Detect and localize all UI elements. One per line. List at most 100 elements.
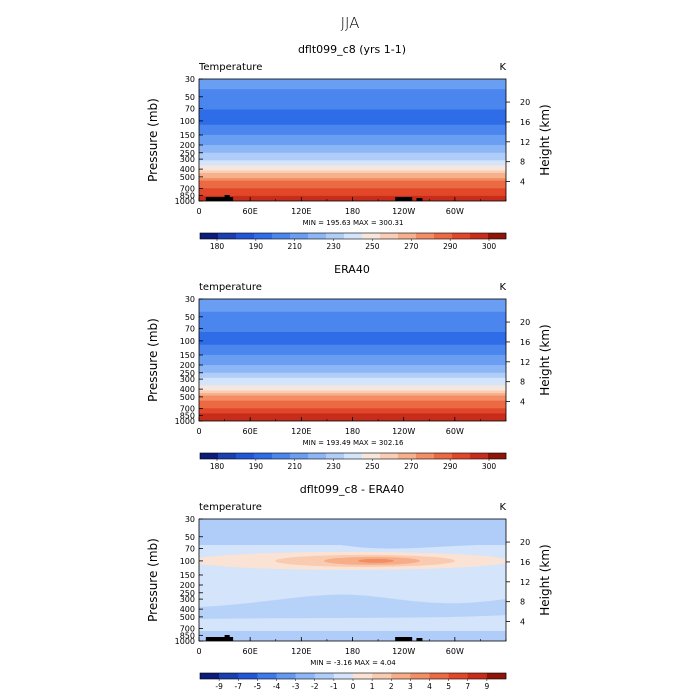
- colorbar-label: 190: [249, 462, 264, 471]
- field-band: [199, 124, 506, 128]
- height-tick-label: 20: [520, 98, 530, 107]
- height-tick-label: 16: [520, 558, 530, 567]
- colorbar-cell: [290, 233, 309, 239]
- height-tick-label: 16: [520, 338, 530, 347]
- field-band: [199, 306, 506, 310]
- y-tick-label: 100: [180, 117, 195, 126]
- colorbar-cell: [434, 453, 453, 459]
- height-tick-label: 8: [520, 158, 525, 167]
- field-band: [199, 101, 506, 106]
- y-tick-label: 50: [185, 313, 195, 322]
- x-tick-label: 120E: [291, 647, 311, 656]
- colorbar-label: -9: [215, 682, 223, 691]
- field-band: [199, 109, 506, 113]
- terrain-block: [205, 197, 234, 201]
- colorbar-cell: [276, 673, 296, 679]
- y-tick-label: 250: [180, 149, 195, 158]
- colorbar-cell: [416, 233, 435, 239]
- field-band: [199, 354, 506, 359]
- panel-units: K: [499, 502, 506, 513]
- y-tick-label: 150: [180, 571, 195, 580]
- colorbar-cell: [470, 453, 489, 459]
- panel-variable-label: Temperature: [198, 62, 262, 73]
- colorbar-cell: [372, 673, 392, 679]
- field-band: [199, 339, 506, 343]
- height-tick-label: 12: [520, 138, 530, 147]
- x-tick-label: 60W: [446, 647, 464, 656]
- x-tick-label: 60E: [243, 207, 258, 216]
- colorbar-cell: [290, 453, 309, 459]
- colorbar-cell: [362, 453, 381, 459]
- x-tick-label: 60E: [243, 427, 258, 436]
- plot-field: [199, 79, 506, 201]
- field-band: [199, 370, 506, 374]
- y-tick-label: 700: [180, 185, 195, 194]
- field-band: [199, 193, 506, 197]
- x-tick-label: 120W: [392, 647, 415, 656]
- field-region: [199, 594, 506, 619]
- field-band: [199, 395, 506, 399]
- y-tick-label: 500: [180, 613, 195, 622]
- y-tick-label: 70: [185, 324, 195, 333]
- colorbar-frame: [199, 452, 507, 460]
- field-band: [199, 117, 506, 121]
- colorbar-cell: [272, 453, 291, 459]
- field-band: [199, 403, 506, 407]
- colorbar-cell: [238, 673, 258, 679]
- colorbar-cell: [218, 233, 237, 239]
- y-tick-label: 700: [180, 625, 195, 634]
- y-tick-label: 1000: [175, 417, 195, 426]
- height-tick-label: 8: [520, 598, 525, 607]
- field-band: [199, 304, 506, 308]
- field-band: [199, 375, 506, 379]
- y-tick-label: 850: [180, 631, 195, 640]
- field-band: [199, 81, 506, 85]
- colorbar-cell: [398, 233, 417, 239]
- terrain-block: [224, 635, 230, 641]
- x-tick-label: 180: [345, 207, 360, 216]
- height-tick-label: 4: [520, 178, 525, 187]
- panel-1: dflt099_c8 (yrs 1-1) Temperature K 30 50 70 10…: [146, 43, 552, 251]
- field-band: [199, 142, 506, 146]
- field-band: [199, 119, 506, 123]
- field-band: [199, 352, 506, 356]
- field-band: [199, 372, 506, 376]
- height-tick-label: 12: [520, 358, 530, 367]
- field-band: [199, 309, 506, 313]
- height-tick-label: 20: [520, 538, 530, 547]
- y-tick-label: 400: [180, 605, 195, 614]
- colorbar-cell: [200, 673, 220, 679]
- field-band: [199, 134, 506, 139]
- colorbar-cell: [344, 233, 363, 239]
- colorbar-cell: [362, 233, 381, 239]
- x-tick-label: 60E: [243, 647, 258, 656]
- y-tick-label: 850: [180, 411, 195, 420]
- colorbar-label: -1: [330, 682, 338, 691]
- field-band: [199, 155, 506, 159]
- field-band: [199, 342, 506, 346]
- y-tick-label: 200: [180, 141, 195, 150]
- field-band: [199, 299, 506, 303]
- right-axis-label: Height (km): [538, 544, 552, 615]
- colorbar-cell: [254, 233, 273, 239]
- colorbar-label: 9: [484, 682, 489, 691]
- colorbar-label: 2: [389, 682, 394, 691]
- field-band: [199, 86, 506, 90]
- field-band: [199, 301, 506, 305]
- colorbar-cell: [254, 453, 273, 459]
- field-band: [199, 127, 506, 131]
- colorbar-cell: [333, 673, 354, 679]
- colorbar-cell: [219, 673, 239, 679]
- colorbar-cell: [380, 453, 399, 459]
- terrain-block: [416, 198, 423, 201]
- x-tick-label: 120W: [392, 427, 415, 436]
- field-band: [199, 84, 506, 88]
- colorbar-label: 290: [443, 242, 458, 251]
- field-band: [199, 99, 506, 103]
- field-band: [199, 390, 506, 394]
- y-tick-label: 700: [180, 405, 195, 414]
- field-band: [199, 332, 506, 336]
- field-band: [199, 162, 506, 167]
- colorbar-cell: [200, 233, 219, 239]
- field-band: [199, 349, 506, 353]
